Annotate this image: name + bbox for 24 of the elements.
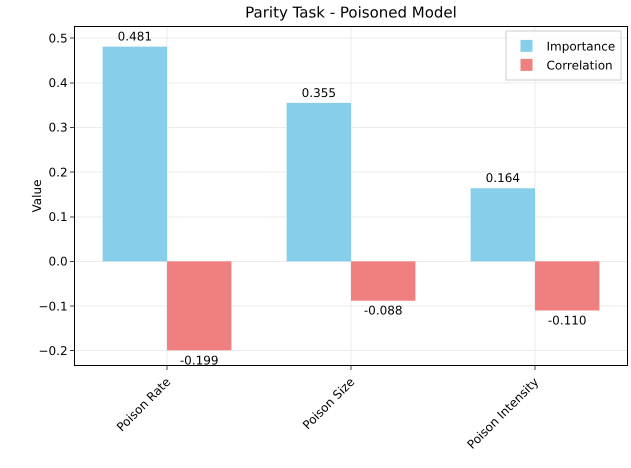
- legend-label: Importance: [546, 40, 616, 54]
- bar: [470, 188, 535, 262]
- bar: [535, 261, 600, 311]
- data-label: 0.481: [118, 30, 152, 44]
- y-tick-label: 0.5: [48, 31, 68, 46]
- y-tick-label: 0.1: [48, 210, 68, 224]
- data-label: -0.199: [180, 353, 219, 368]
- data-label: 0.355: [302, 86, 336, 100]
- y-tick-label: 0.3: [48, 120, 68, 135]
- bar: [351, 261, 416, 301]
- bar: [286, 102, 351, 262]
- bar: [167, 261, 232, 350]
- data-label: -0.110: [548, 314, 587, 328]
- data-label: -0.088: [364, 304, 403, 318]
- y-tick-label: −0.2: [38, 344, 68, 358]
- y-axis-title: Value: [30, 180, 44, 212]
- data-label: 0.164: [486, 171, 520, 186]
- legend-label: Correlation: [546, 58, 613, 73]
- y-tick-label: 0.2: [48, 165, 68, 180]
- chart-title: Parity Task - Poisoned Model: [245, 4, 457, 22]
- y-tick-label: 0.4: [48, 76, 68, 90]
- y-tick-label: −0.1: [38, 299, 68, 314]
- bar: [102, 46, 167, 262]
- y-tick-label: 0.0: [48, 254, 68, 269]
